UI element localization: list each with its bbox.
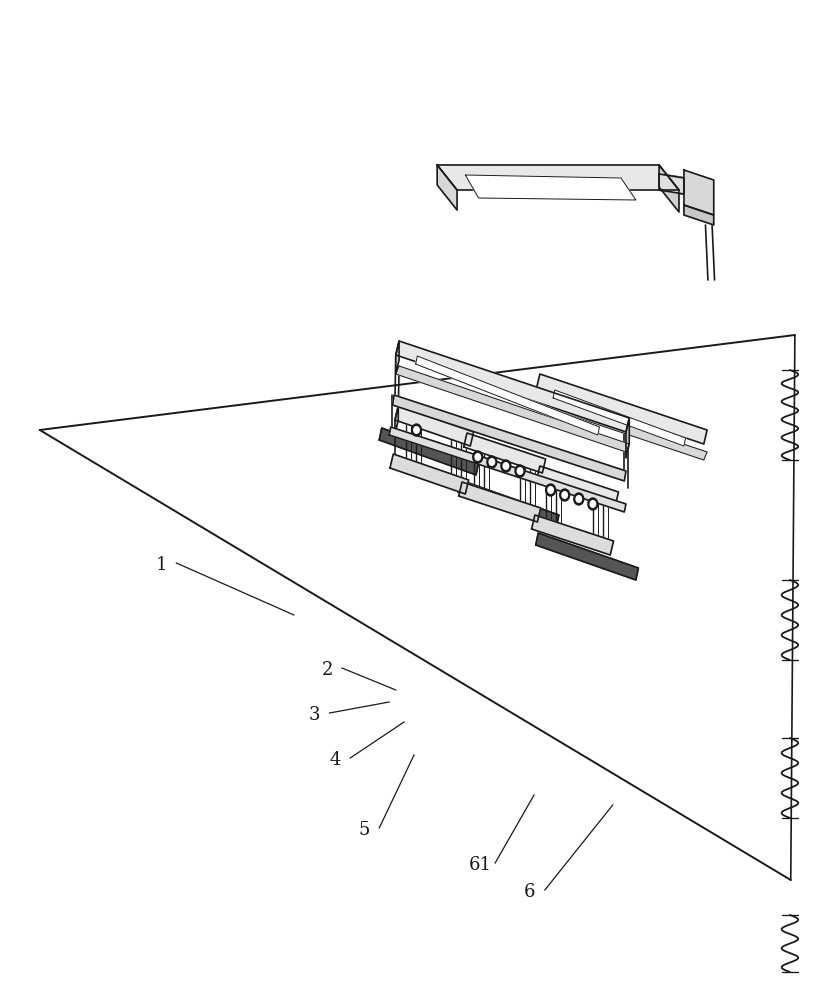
Polygon shape — [535, 533, 638, 580]
Circle shape — [590, 501, 595, 507]
Polygon shape — [394, 406, 473, 446]
Polygon shape — [395, 341, 629, 432]
Polygon shape — [536, 396, 706, 460]
Polygon shape — [379, 428, 478, 475]
Text: 2: 2 — [321, 661, 332, 679]
Polygon shape — [458, 482, 540, 522]
Circle shape — [486, 456, 496, 468]
Circle shape — [517, 468, 522, 474]
Circle shape — [514, 465, 524, 477]
Circle shape — [472, 451, 482, 463]
Circle shape — [489, 459, 494, 465]
Polygon shape — [437, 165, 457, 210]
Text: 4: 4 — [329, 751, 341, 769]
Polygon shape — [390, 454, 468, 494]
Polygon shape — [40, 335, 794, 880]
Polygon shape — [463, 433, 545, 473]
Circle shape — [559, 489, 569, 501]
Circle shape — [411, 424, 421, 436]
Polygon shape — [625, 418, 629, 458]
Text: 5: 5 — [358, 821, 370, 839]
Circle shape — [503, 463, 508, 469]
Text: 1: 1 — [155, 556, 167, 574]
Polygon shape — [683, 170, 713, 215]
Polygon shape — [465, 175, 635, 200]
Circle shape — [587, 498, 597, 510]
Circle shape — [576, 496, 581, 502]
Polygon shape — [395, 366, 629, 452]
Circle shape — [545, 484, 555, 496]
Circle shape — [562, 492, 566, 498]
Polygon shape — [392, 395, 625, 481]
Text: 6: 6 — [523, 883, 535, 901]
Polygon shape — [394, 406, 398, 434]
Polygon shape — [536, 374, 706, 444]
Polygon shape — [389, 427, 625, 512]
Polygon shape — [395, 341, 399, 374]
Text: 3: 3 — [308, 706, 320, 724]
Polygon shape — [415, 356, 599, 435]
Polygon shape — [552, 390, 685, 446]
Polygon shape — [683, 205, 713, 225]
Polygon shape — [457, 480, 558, 527]
Polygon shape — [658, 165, 678, 212]
Circle shape — [500, 460, 510, 472]
Polygon shape — [536, 466, 618, 506]
Circle shape — [547, 487, 552, 493]
Circle shape — [475, 454, 480, 460]
Text: 61: 61 — [468, 856, 491, 874]
Circle shape — [573, 493, 583, 505]
Polygon shape — [658, 174, 683, 194]
Circle shape — [414, 427, 418, 433]
Polygon shape — [437, 165, 678, 190]
Polygon shape — [531, 515, 613, 555]
